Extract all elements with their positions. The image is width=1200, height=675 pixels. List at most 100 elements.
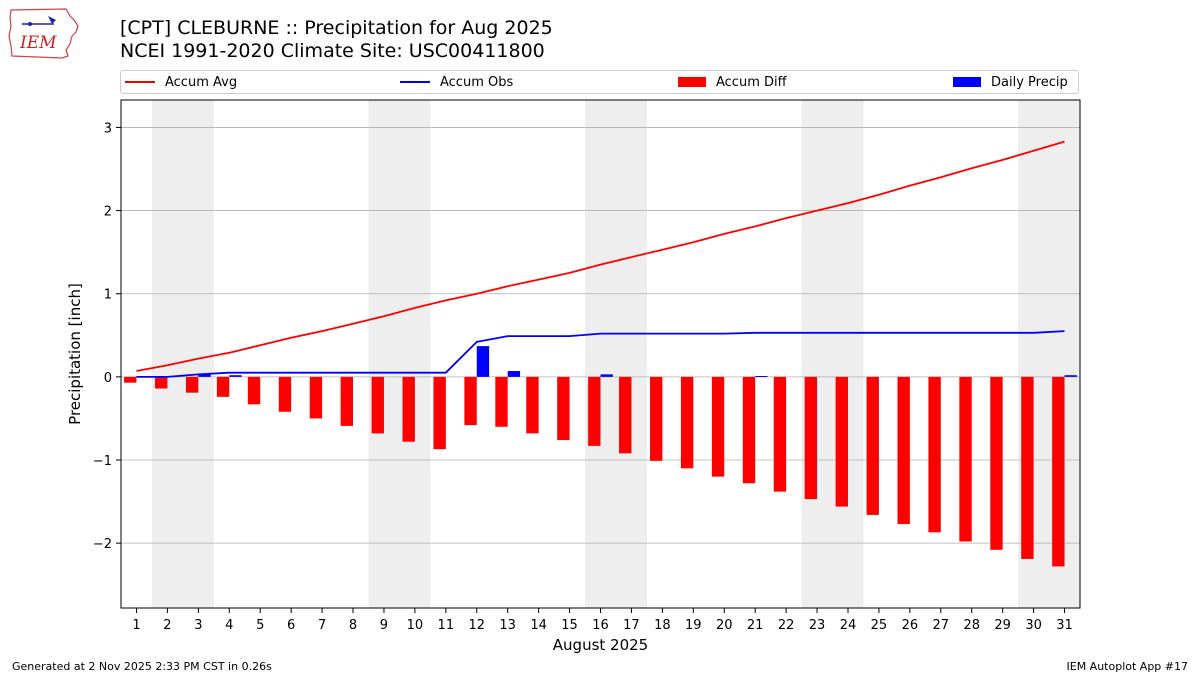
legend-label-daily-precip: Daily Precip: [991, 74, 1068, 90]
x-tick-label: 18: [654, 618, 671, 633]
daily-precip-bar: [1064, 375, 1077, 377]
x-tick-label: 30: [1025, 618, 1042, 633]
y-tick-label: 0: [104, 371, 112, 386]
legend-item-accum-avg: Accum Avg: [125, 71, 237, 93]
accum-diff-bar: [464, 376, 477, 426]
weekend-shade-4: [801, 100, 864, 608]
accum-diff-bar: [588, 376, 601, 446]
x-tick-label: 2: [163, 618, 171, 633]
daily-precip-bar: [507, 371, 521, 377]
iem-logo: IEM: [8, 8, 79, 59]
y-tick-label: 2: [104, 205, 112, 220]
x-tick-label: 12: [468, 618, 485, 633]
x-axis-label: August 2025: [553, 636, 648, 654]
accum-avg-line: [136, 140, 1065, 372]
logo-text: IEM: [19, 33, 57, 53]
accum-diff-bar: [433, 376, 446, 450]
accum-diff-bar: [309, 376, 323, 419]
footer-app: IEM Autoplot App #17: [1066, 660, 1189, 673]
x-tick-label: 5: [256, 618, 264, 633]
x-tick-label: 25: [871, 618, 888, 633]
daily-precip-bar: [755, 376, 768, 378]
legend-item-accum-diff: Accum Diff: [678, 71, 787, 93]
x-tick-label: 14: [530, 618, 547, 633]
daily-precip-bar: [600, 374, 613, 377]
legend-label-accum-avg: Accum Avg: [165, 74, 238, 90]
legend-swatch-accum-diff: [678, 77, 706, 87]
accum-diff-bar: [835, 376, 848, 507]
accum-diff-bar: [247, 376, 261, 405]
accum-diff-bar: [928, 376, 941, 533]
x-tick-label: 26: [902, 618, 919, 633]
x-tick-label: 10: [407, 618, 424, 633]
y-tick-label: −1: [93, 454, 112, 469]
x-tick-label: 4: [225, 618, 233, 633]
legend-item-accum-obs: Accum Obs: [400, 71, 513, 93]
accum-diff-bar: [526, 376, 539, 434]
legend-swatch-accum-avg: [125, 81, 155, 83]
x-tick-label: 1: [132, 618, 140, 633]
accum-diff-bar: [711, 376, 725, 477]
accum-diff-bar: [185, 376, 199, 393]
accum-diff-bar: [1021, 376, 1034, 559]
legend-label-accum-obs: Accum Obs: [440, 74, 514, 90]
x-tick-label: 27: [933, 618, 950, 633]
daily-precip-bar: [229, 375, 242, 377]
footer-generated: Generated at 2 Nov 2025 2:33 PM CST in 0…: [12, 660, 272, 673]
x-tick-label: 13: [499, 618, 516, 633]
x-tick-label: 7: [318, 618, 326, 633]
accum-diff-bar: [897, 376, 910, 525]
x-tick-label: 20: [716, 618, 733, 633]
legend: Accum Avg Accum Obs Accum Diff Daily Pre…: [120, 70, 1079, 94]
accum-diff-bar: [557, 376, 570, 441]
x-tick-label: 15: [561, 618, 578, 633]
weekend-shade-1: [151, 100, 214, 608]
x-tick-label: 29: [994, 618, 1011, 633]
x-tick-label: 9: [380, 618, 388, 633]
y-tick-label: 1: [104, 288, 112, 303]
daily-precip-bar: [198, 374, 211, 377]
x-tick-label: 16: [592, 618, 609, 633]
x-tick-label: 17: [623, 618, 640, 633]
x-tick-label: 11: [438, 618, 455, 633]
accum-diff-bar: [340, 376, 354, 426]
accum-diff-bar: [495, 376, 508, 427]
accum-obs-line: [136, 330, 1065, 378]
y-tick-label: 3: [104, 121, 112, 136]
chart-title: [CPT] CLEBURNE :: Precipitation for Aug …: [120, 17, 553, 39]
accum-diff-bar: [1052, 376, 1065, 567]
lines: [136, 140, 1065, 378]
legend-label-accum-diff: Accum Diff: [716, 74, 787, 90]
x-tick-label: 24: [840, 618, 857, 633]
accum-diff-bar: [216, 376, 230, 397]
accum-diff-bar: [371, 376, 384, 434]
accum-diff-bar: [680, 376, 694, 469]
x-tick-label: 23: [809, 618, 826, 633]
iowa-outline-icon: [8, 8, 79, 59]
accum-diff-bar: [619, 376, 632, 454]
accum-diff-bar: [742, 376, 756, 484]
x-tick-label: 31: [1056, 618, 1073, 633]
x-tick-label: 19: [685, 618, 702, 633]
chart-subtitle: NCEI 1991-2020 Climate Site: USC00411800: [120, 40, 545, 62]
weekend-shade-3: [585, 100, 647, 608]
legend-swatch-accum-obs: [400, 81, 430, 83]
x-tick-label: 21: [747, 618, 764, 633]
x-tick-label: 3: [194, 618, 202, 633]
accum-diff-bar: [278, 376, 292, 412]
accum-diff-bar: [804, 376, 818, 500]
accum-diff-bar: [773, 376, 787, 492]
accum-diff-bar: [155, 376, 168, 389]
accum-diff-bar: [959, 376, 972, 542]
accum-diff-bar: [402, 376, 415, 442]
accum-diff-bar: [649, 376, 663, 461]
x-tick-label: 8: [349, 618, 357, 633]
x-tick-label: 6: [287, 618, 295, 633]
y-axis-label: Precipitation [inch]: [66, 283, 84, 425]
weekend-shading: [151, 100, 1080, 608]
legend-swatch-daily-precip: [953, 77, 981, 87]
bars: [124, 346, 1077, 567]
x-tick-label: 28: [963, 618, 980, 633]
